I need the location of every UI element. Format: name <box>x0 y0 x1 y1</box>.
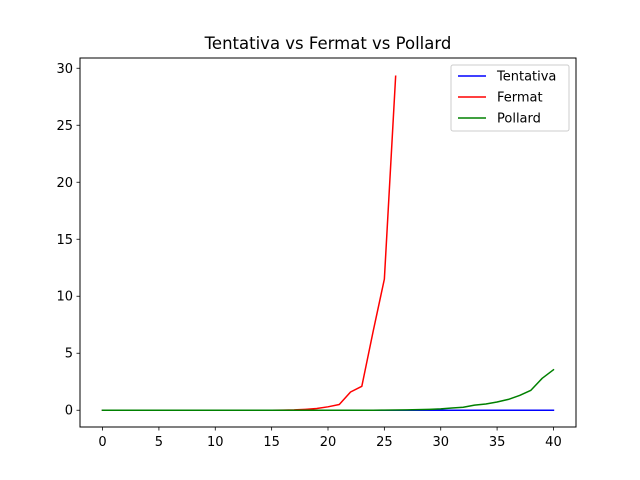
x-tick-label: 25 <box>376 435 393 450</box>
y-tick-label: 5 <box>65 347 73 362</box>
x-tick-label: 10 <box>207 435 224 450</box>
y-tick-label: 30 <box>56 62 73 77</box>
x-tick-label: 15 <box>263 435 280 450</box>
series-line-fermat <box>101 75 397 411</box>
x-tick-label: 40 <box>545 435 562 450</box>
x-tick-label: 0 <box>98 435 106 450</box>
y-tick-label: 15 <box>56 233 73 248</box>
y-axis: 0 5 10 15 20 25 30 <box>56 62 80 419</box>
y-tick-label: 20 <box>56 176 73 191</box>
x-tick-label: 20 <box>320 435 337 450</box>
y-tick-label: 25 <box>56 119 73 134</box>
x-tick-label: 5 <box>155 435 163 450</box>
series-line-pollard <box>101 368 555 411</box>
legend-box <box>450 64 570 132</box>
legend-label-tentativa: Tentativa <box>496 70 556 85</box>
chart-title: Tentativa vs Fermat vs Pollard <box>204 34 452 53</box>
series-layer <box>101 75 555 411</box>
legend: Tentativa Fermat Pollard <box>450 64 570 132</box>
x-tick-label: 35 <box>489 435 506 450</box>
y-tick-label: 0 <box>65 404 73 419</box>
x-axis: 0 5 10 15 20 25 30 35 40 <box>98 427 562 450</box>
x-tick-label: 30 <box>432 435 449 450</box>
legend-label-pollard: Pollard <box>497 112 541 127</box>
legend-label-fermat: Fermat <box>497 91 543 106</box>
y-tick-label: 10 <box>56 290 73 305</box>
